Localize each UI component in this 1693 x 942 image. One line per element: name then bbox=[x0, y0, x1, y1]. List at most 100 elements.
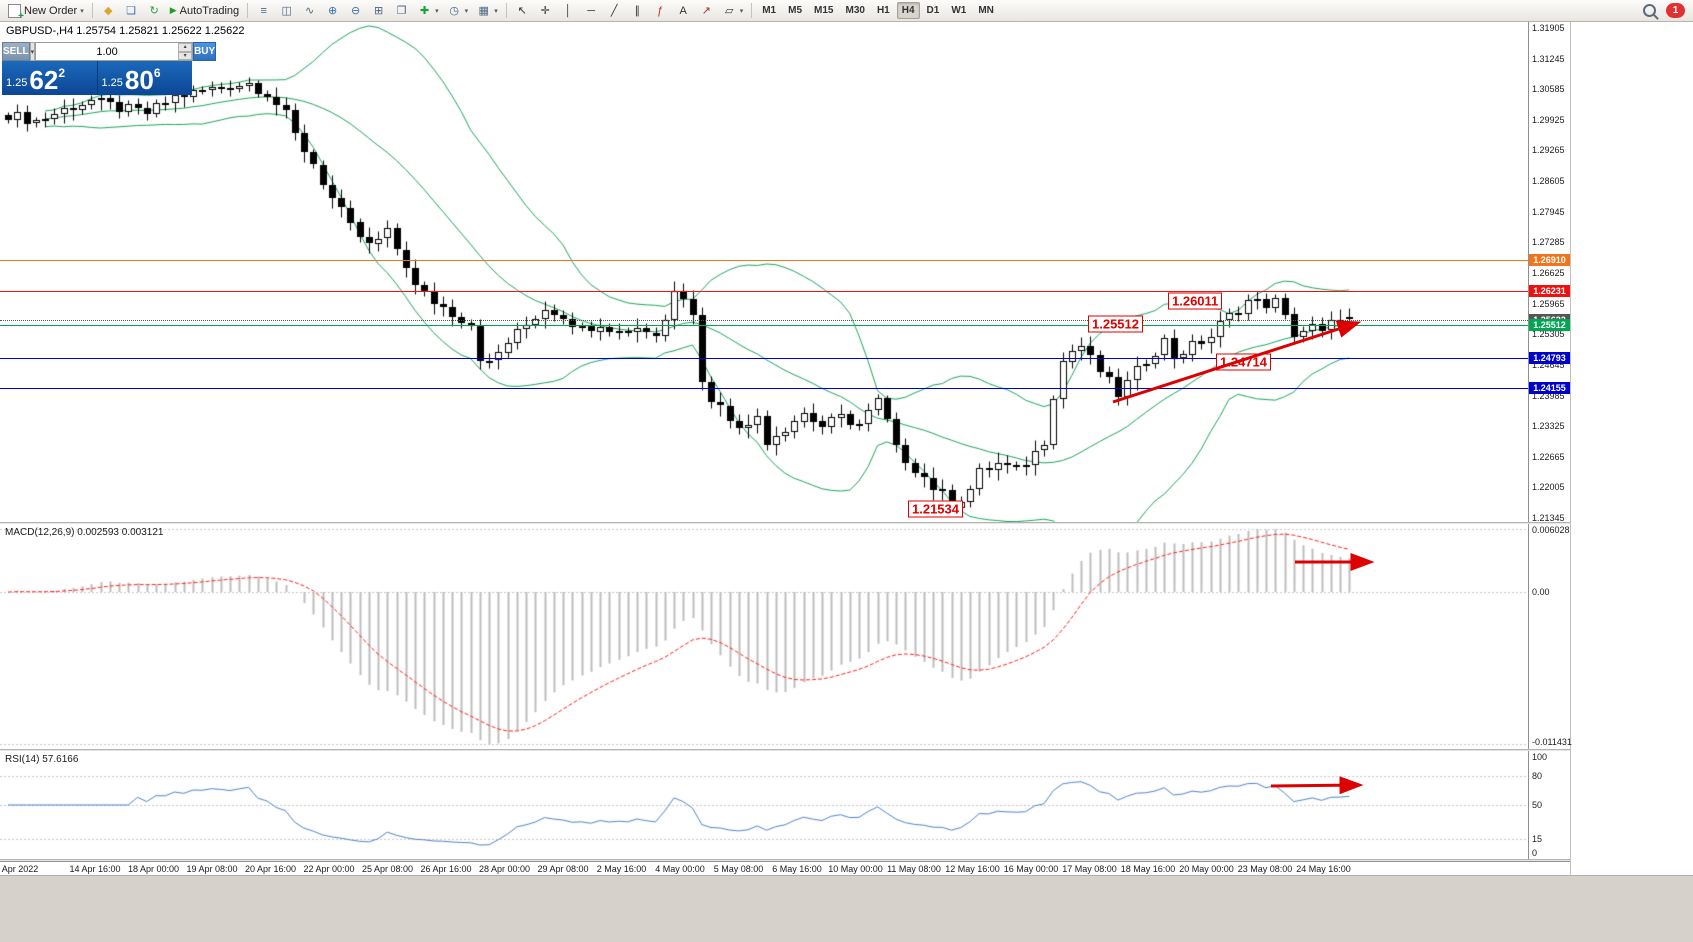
arrows-tool-button[interactable]: ↗ bbox=[695, 3, 718, 19]
indicators-button[interactable]: ✚ ▾ bbox=[413, 3, 443, 19]
fibonacci-button[interactable]: ƒ bbox=[649, 3, 672, 19]
chart-price-tag-1.25512[interactable]: 1.25512 bbox=[1088, 315, 1143, 333]
tile-windows-button[interactable]: ⊞ bbox=[367, 3, 390, 19]
metaeditor-button[interactable]: ◆ bbox=[97, 3, 120, 19]
search-icon[interactable] bbox=[1643, 4, 1656, 17]
hline-1.24155[interactable] bbox=[0, 388, 1528, 389]
new-order-label: New Order bbox=[24, 4, 78, 17]
new-order-button[interactable]: New Order ▾ bbox=[4, 3, 88, 22]
window-footer bbox=[0, 875, 1693, 942]
macd-scale-label: 0.006028 bbox=[1532, 525, 1570, 535]
text-button[interactable]: A bbox=[672, 3, 695, 19]
crosshair-button[interactable]: ✛ bbox=[534, 3, 557, 19]
timeframe-w1-button[interactable]: W1 bbox=[951, 5, 967, 16]
periods-button[interactable]: ◷ ▾ bbox=[443, 3, 473, 19]
price-scale-tag-1.26231: 1.26231 bbox=[1529, 285, 1570, 297]
macd-scale-label: 0.00 bbox=[1532, 587, 1550, 597]
rsi-scale: 100 80 50 15 0 bbox=[1528, 751, 1570, 859]
time-axis-label: 18 May 16:00 bbox=[1120, 864, 1176, 874]
volume-down-button[interactable]: ▾ bbox=[178, 51, 193, 60]
buy-price-display[interactable]: 1.25 80 6 bbox=[97, 61, 192, 95]
autotrading-button[interactable]: ▶ AutoTrading bbox=[166, 4, 243, 18]
price-scale-label: 1.30585 bbox=[1532, 84, 1565, 94]
chevron-down-icon: ▾ bbox=[30, 48, 35, 56]
time-axis-label: Apr 2022 bbox=[1, 864, 39, 874]
hline-1.26910[interactable] bbox=[0, 260, 1528, 261]
text-icon: A bbox=[679, 4, 687, 17]
zoom-in-button[interactable]: ⊕ bbox=[321, 3, 344, 19]
price-scale-label: 1.21345 bbox=[1532, 513, 1565, 523]
equidistant-channel-button[interactable]: ∥ bbox=[626, 3, 649, 19]
order-type-dropdown[interactable]: ▾ bbox=[29, 42, 36, 61]
price-chart-canvas[interactable] bbox=[0, 22, 1528, 522]
line-chart-button[interactable]: ∿ bbox=[298, 3, 321, 19]
periods-icon: ◷ bbox=[449, 4, 459, 17]
volume-up-button[interactable]: ▴ bbox=[178, 43, 193, 52]
buy-button[interactable]: BUY bbox=[193, 42, 217, 61]
rsi-scale-label: 0 bbox=[1532, 848, 1538, 858]
buy-price-sup: 6 bbox=[153, 66, 161, 80]
timeframe-m1-button[interactable]: M1 bbox=[762, 5, 777, 16]
pane-separator[interactable] bbox=[0, 522, 1570, 524]
timeframe-h4-button[interactable]: H4 bbox=[896, 2, 920, 19]
toolbar: New Order ▾ ◆❏↻ ▶ AutoTrading ≡◫∿⊕⊖⊞❐✚▾◷… bbox=[0, 0, 1693, 22]
toolbar-separator bbox=[91, 3, 93, 18]
horizontal-levels-layer bbox=[0, 22, 1528, 522]
crosshair-icon: ✛ bbox=[540, 4, 550, 17]
time-axis-label: 19 Apr 08:00 bbox=[186, 864, 238, 874]
timeframe-m5-button[interactable]: M5 bbox=[788, 5, 803, 16]
price-scale-label: 1.29265 bbox=[1532, 145, 1565, 155]
time-axis-label: 26 Apr 16:00 bbox=[420, 864, 472, 874]
hline-1.24793[interactable] bbox=[0, 358, 1528, 359]
timeframe-d1-button[interactable]: D1 bbox=[926, 5, 940, 16]
notification-badge[interactable]: 1 bbox=[1666, 3, 1685, 18]
up-arrow-icon: ▴ bbox=[183, 44, 187, 51]
vertical-line-icon: │ bbox=[564, 4, 572, 17]
horizontal-line-button[interactable]: ─ bbox=[580, 3, 603, 19]
price-scale-label: 1.23985 bbox=[1532, 391, 1565, 401]
chevron-down-icon: ▾ bbox=[435, 7, 439, 15]
rsi-label: RSI(14) 57.6166 bbox=[5, 754, 79, 765]
profiles-button[interactable]: ❏ bbox=[120, 3, 143, 19]
hline-1.26231[interactable] bbox=[0, 291, 1528, 292]
sell-price-display[interactable]: 1.25 62 2 bbox=[2, 61, 98, 95]
volume-field: ▴ ▾ bbox=[35, 42, 194, 61]
vertical-line-button[interactable]: │ bbox=[557, 3, 580, 19]
timeframe-m15-button[interactable]: M15 bbox=[814, 5, 834, 16]
chevron-down-icon: ▾ bbox=[739, 7, 744, 15]
sell-button[interactable]: SELL bbox=[2, 42, 30, 61]
chart-price-tag-1.21534[interactable]: 1.21534 bbox=[908, 500, 963, 518]
shapes-button[interactable]: ▱ ▾ bbox=[718, 3, 748, 19]
rsi-pane: RSI(14) 57.6166 100 80 50 15 0 bbox=[0, 751, 1570, 859]
trendline-button[interactable]: ╱ bbox=[603, 3, 626, 19]
chart-price-tag-1.24714[interactable]: 1.24714 bbox=[1216, 353, 1271, 371]
templates-button[interactable]: ▦ ▾ bbox=[472, 3, 502, 19]
timeframe-h1-button[interactable]: H1 bbox=[876, 5, 890, 16]
bar-chart-button[interactable]: ≡ bbox=[252, 3, 275, 19]
cursor-button[interactable]: ↖ bbox=[511, 3, 534, 19]
sell-price-big: 62 bbox=[29, 65, 59, 95]
tile-windows-icon: ⊞ bbox=[374, 4, 384, 17]
price-scale-tag-1.25512: 1.25512 bbox=[1529, 319, 1570, 331]
candlestick-chart-button[interactable]: ◫ bbox=[275, 3, 298, 19]
one-click-prices-row: 1.25 62 2 1.25 80 6 bbox=[2, 61, 192, 95]
chart-price-tag-1.26011[interactable]: 1.26011 bbox=[1168, 292, 1223, 310]
timeframe-mn-button[interactable]: MN bbox=[978, 5, 994, 16]
sell-price-sup: 2 bbox=[58, 66, 66, 80]
macd-scale-label: -0.011431 bbox=[1532, 737, 1572, 747]
cascade-windows-button[interactable]: ❐ bbox=[390, 3, 413, 19]
bar-chart-icon: ≡ bbox=[260, 4, 267, 17]
macd-canvas[interactable] bbox=[0, 524, 1528, 749]
price-scale-label: 1.22005 bbox=[1532, 482, 1565, 492]
volume-input[interactable] bbox=[36, 43, 179, 60]
hline-1.25512[interactable] bbox=[0, 325, 1528, 326]
macd-label: MACD(12,26,9) 0.002593 0.003121 bbox=[5, 527, 164, 538]
pane-separator[interactable] bbox=[0, 749, 1570, 751]
timeframe-m30-button[interactable]: M30 bbox=[845, 5, 865, 16]
zoom-out-button[interactable]: ⊖ bbox=[344, 3, 367, 19]
time-axis-label: 16 May 00:00 bbox=[1003, 864, 1059, 874]
rsi-canvas[interactable] bbox=[0, 751, 1528, 859]
volume-stepper: ▴ ▾ bbox=[178, 43, 193, 60]
hline-1.25622[interactable] bbox=[0, 320, 1528, 321]
refresh-button[interactable]: ↻ bbox=[143, 3, 166, 19]
